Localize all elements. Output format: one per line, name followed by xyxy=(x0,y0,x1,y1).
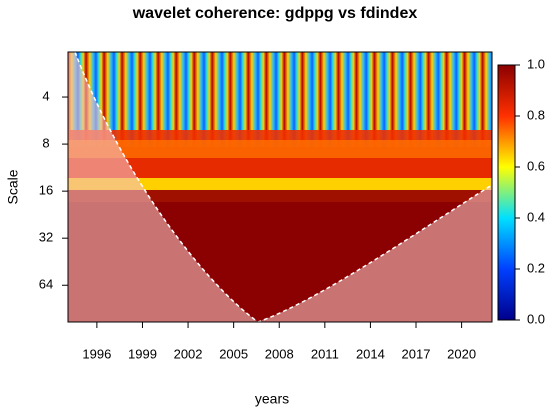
colorbar-tick-label: 0.6 xyxy=(527,158,545,173)
x-tick-label: 2011 xyxy=(311,346,339,361)
x-tick-label: 2005 xyxy=(219,346,248,361)
y-axis-label: Scale xyxy=(5,169,21,204)
coherence-field xyxy=(68,52,492,322)
chart-title: wavelet coherence: gdppg vs fdindex xyxy=(132,5,418,22)
x-axis-label: years xyxy=(255,391,289,407)
x-tick-label: 2017 xyxy=(402,346,431,361)
y-tick-label: 16 xyxy=(39,183,53,198)
x-tick-label: 2020 xyxy=(447,346,476,361)
colorbar-tick-label: 0.0 xyxy=(527,311,545,326)
colorbar-tick-label: 0.8 xyxy=(527,107,545,122)
y-tick-label: 8 xyxy=(42,136,49,151)
x-tick-label: 2008 xyxy=(265,346,294,361)
x-tick-label: 2002 xyxy=(174,346,203,361)
x-tick-label: 1999 xyxy=(128,346,157,361)
colorbar-tick-label: 1.0 xyxy=(527,56,545,71)
y-tick-label: 32 xyxy=(39,230,53,245)
x-tick-label: 1996 xyxy=(82,346,111,361)
x-tick-label: 2014 xyxy=(356,346,385,361)
colorbar-tick-label: 0.4 xyxy=(527,209,545,224)
y-tick-label: 64 xyxy=(39,277,53,292)
y-tick-label: 4 xyxy=(42,88,49,103)
colorbar xyxy=(497,64,516,321)
colorbar-tick-label: 0.2 xyxy=(527,260,545,275)
